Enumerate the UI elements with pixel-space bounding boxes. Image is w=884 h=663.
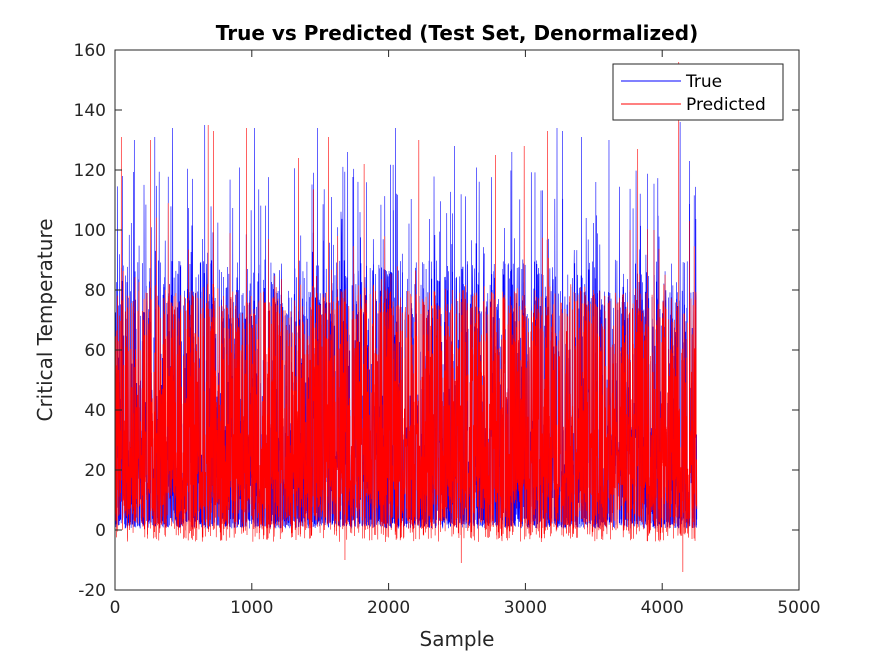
series-layer <box>114 61 698 573</box>
legend-label-predicted: Predicted <box>686 95 766 115</box>
x-tick-label: 5000 <box>777 598 820 618</box>
plot-frame <box>114 49 800 591</box>
chart-title: True vs Predicted (Test Set, Denormalize… <box>216 21 698 45</box>
y-tick-label: 0 <box>95 521 106 541</box>
y-tick-label: 20 <box>84 461 106 481</box>
legend: True Predicted <box>612 63 784 121</box>
y-tick-label: 140 <box>74 101 106 121</box>
y-tick-label: 160 <box>74 41 106 61</box>
series-line-predicted <box>114 61 698 573</box>
ticks-layer: 0 1000 2000 3000 4000 5000-200204060801001201… <box>74 41 821 618</box>
x-tick-label: 0 <box>110 598 121 618</box>
legend-box <box>612 63 784 121</box>
y-tick-label: 60 <box>84 341 106 361</box>
x-tick-label: 4000 <box>641 598 684 618</box>
x-tick-label: 1000 <box>230 598 273 618</box>
y-tick-label: -20 <box>78 581 106 601</box>
y-tick-label: 40 <box>84 401 106 421</box>
legend-label-true: True <box>685 72 722 92</box>
x-axis-label: Sample <box>420 627 495 651</box>
y-tick-label: 100 <box>74 221 106 241</box>
y-tick-label: 80 <box>84 281 106 301</box>
x-tick-label: 3000 <box>504 598 547 618</box>
x-tick-label: 2000 <box>367 598 410 618</box>
y-axis-label: Critical Temperature <box>33 219 57 422</box>
y-tick-label: 120 <box>74 161 106 181</box>
